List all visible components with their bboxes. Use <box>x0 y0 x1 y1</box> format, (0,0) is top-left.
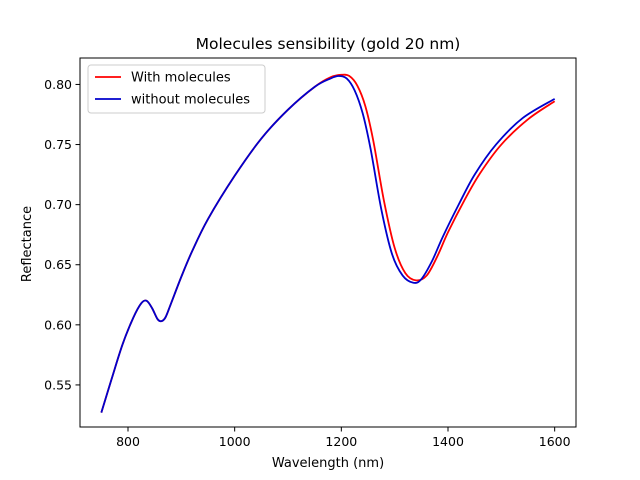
legend-label-0: With molecules <box>131 71 231 86</box>
legend-box <box>87 64 266 114</box>
y-axis-label: Reflectance <box>20 206 35 282</box>
y-tick-label: 0.65 <box>44 257 72 272</box>
y-tick-label: 0.55 <box>44 377 72 392</box>
y-tick-label: 0.75 <box>44 137 72 152</box>
series-line-1 <box>100 75 556 413</box>
plot-area <box>79 57 577 428</box>
y-tick-label: 0.60 <box>44 317 72 332</box>
chart-title: Molecules sensibility (gold 20 nm) <box>196 35 461 53</box>
y-tick-label: 0.80 <box>44 77 72 92</box>
x-tick-label: 1000 <box>219 434 251 449</box>
y-tick-label: 0.70 <box>44 197 72 212</box>
x-tick-label: 1600 <box>539 434 571 449</box>
axes-frame <box>79 57 577 428</box>
x-tick-label: 800 <box>116 434 140 449</box>
legend: With molecules without molecules <box>87 64 266 114</box>
x-tick-label: 1200 <box>325 434 357 449</box>
x-tick-label: 1400 <box>432 434 464 449</box>
x-axis-label: Wavelength (nm) <box>272 456 384 471</box>
axes-ticks: 800 1000 1200 1400 1600 0.55 0.60 0.65 0.70 0.75 0… <box>44 77 570 449</box>
legend-label-1: without molecules <box>131 93 250 108</box>
